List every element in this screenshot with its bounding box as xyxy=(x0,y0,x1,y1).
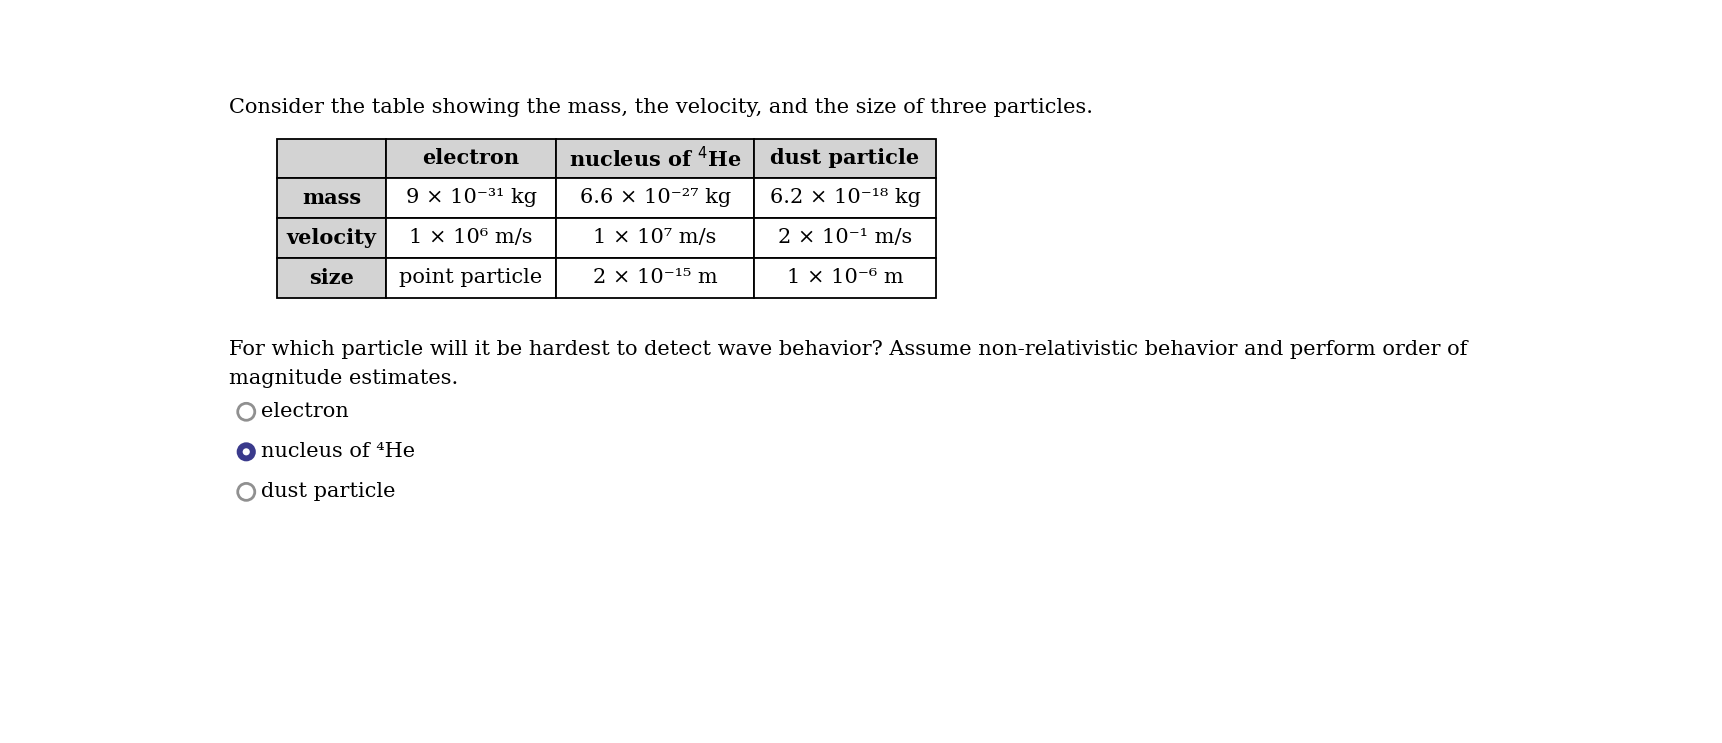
Circle shape xyxy=(238,484,255,500)
Bar xyxy=(754,178,937,218)
Bar xyxy=(277,258,386,298)
Text: dust particle: dust particle xyxy=(770,149,920,169)
Text: magnitude estimates.: magnitude estimates. xyxy=(229,369,458,389)
Bar xyxy=(277,178,386,218)
Text: For which particle will it be hardest to detect wave behavior? Assume non-relati: For which particle will it be hardest to… xyxy=(229,340,1467,359)
Text: 2 × 10⁻¹⁵ m: 2 × 10⁻¹⁵ m xyxy=(592,268,718,288)
Bar xyxy=(556,178,754,218)
Bar xyxy=(386,139,556,178)
Bar xyxy=(386,178,556,218)
Text: 1 × 10⁷ m/s: 1 × 10⁷ m/s xyxy=(594,228,716,247)
Bar xyxy=(754,218,937,258)
Circle shape xyxy=(238,444,255,461)
Bar xyxy=(556,139,754,178)
Bar xyxy=(277,218,386,258)
Text: Consider the table showing the mass, the velocity, and the size of three particl: Consider the table showing the mass, the… xyxy=(229,98,1093,117)
Text: 1 × 10⁶ m/s: 1 × 10⁶ m/s xyxy=(410,228,532,247)
Text: 6.2 × 10⁻¹⁸ kg: 6.2 × 10⁻¹⁸ kg xyxy=(770,188,920,207)
Text: nucleus of ⁴He: nucleus of ⁴He xyxy=(262,442,415,461)
Text: dust particle: dust particle xyxy=(262,482,396,502)
Bar xyxy=(556,258,754,298)
Text: size: size xyxy=(308,267,355,288)
Bar xyxy=(277,139,386,178)
Text: electron: electron xyxy=(422,149,520,169)
Bar xyxy=(386,218,556,258)
Bar xyxy=(754,139,937,178)
Bar xyxy=(754,258,937,298)
Text: electron: electron xyxy=(262,402,350,421)
Text: 1 × 10⁻⁶ m: 1 × 10⁻⁶ m xyxy=(787,268,904,288)
Bar xyxy=(556,218,754,258)
Text: velocity: velocity xyxy=(286,228,377,247)
Text: 2 × 10⁻¹ m/s: 2 × 10⁻¹ m/s xyxy=(778,228,913,247)
Text: nucleus of $^4$He: nucleus of $^4$He xyxy=(568,146,742,171)
Circle shape xyxy=(243,448,250,455)
Text: point particle: point particle xyxy=(400,268,542,288)
Text: 9 × 10⁻³¹ kg: 9 × 10⁻³¹ kg xyxy=(405,188,537,207)
Circle shape xyxy=(238,403,255,421)
Text: 6.6 × 10⁻²⁷ kg: 6.6 × 10⁻²⁷ kg xyxy=(580,188,730,207)
Bar xyxy=(386,258,556,298)
Text: mass: mass xyxy=(301,188,362,208)
